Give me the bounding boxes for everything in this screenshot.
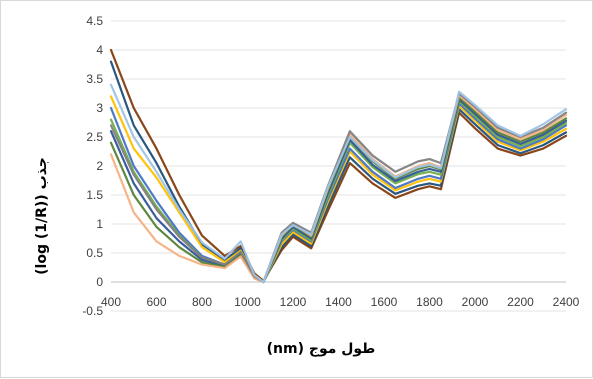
y-tick-label: 4.5 xyxy=(86,14,103,28)
y-tick-label: 3 xyxy=(96,101,103,115)
y-tick-label: 2 xyxy=(96,159,103,173)
y-tick-label: 1.5 xyxy=(86,188,103,202)
x-tick-label: 2400 xyxy=(553,295,580,309)
y-tick-label: 0.5 xyxy=(86,246,103,260)
x-tick-label: 1800 xyxy=(416,295,443,309)
series-line-1 xyxy=(109,60,568,284)
y-tick-label: 3.5 xyxy=(86,72,103,86)
x-tick-label: 800 xyxy=(192,295,212,309)
x-tick-label: 1400 xyxy=(325,295,352,309)
series-lines xyxy=(109,48,568,284)
series-line-9 xyxy=(109,83,568,284)
x-tick-label: 2200 xyxy=(507,295,534,309)
y-tick-label: 0 xyxy=(96,275,103,289)
x-tick-label: 1000 xyxy=(234,295,261,309)
x-tick-label: 1600 xyxy=(371,295,398,309)
y-tick-labels: -0.5 0 0.5 1 1.5 2 2.5 3 3.5 4 4.5 xyxy=(82,14,103,318)
x-tick-label: 2000 xyxy=(462,295,489,309)
y-tick-label: -0.5 xyxy=(82,304,103,318)
y-tick-label: 1 xyxy=(96,217,103,231)
series-line-0 xyxy=(109,48,568,282)
y-axis-title: جذب (log (1/R)) xyxy=(34,157,50,275)
x-tick-label: 600 xyxy=(146,295,166,309)
x-tick-label: 400 xyxy=(101,295,121,309)
x-tick-labels: 400 600 800 1000 1200 1400 1600 1800 2000 2200 240… xyxy=(101,295,580,309)
y-tick-label: 4 xyxy=(96,43,103,57)
x-tick-label: 1200 xyxy=(280,295,307,309)
y-tick-label: 2.5 xyxy=(86,130,103,144)
x-axis-title: طول موج (nm) xyxy=(267,341,376,357)
